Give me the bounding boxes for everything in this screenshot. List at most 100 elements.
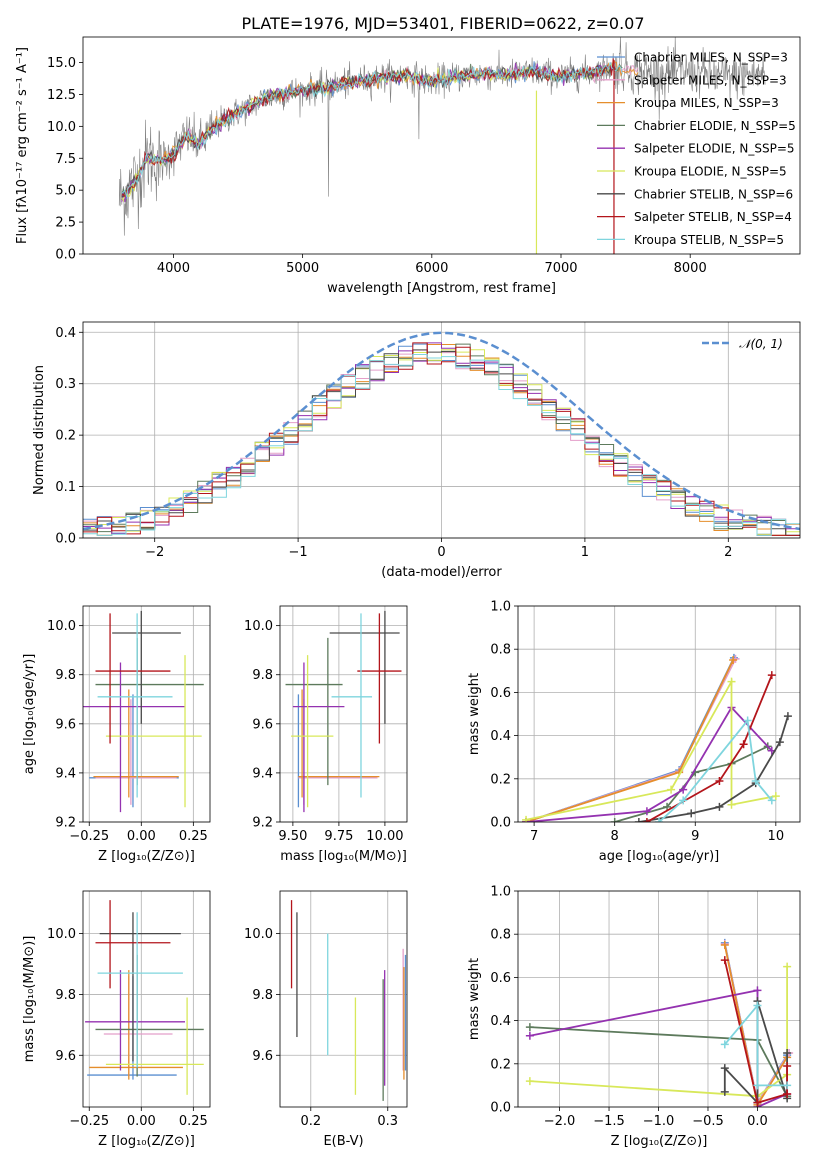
series-marker: [642, 818, 651, 822]
legend-label: Salpeter ELODIE, N_SSP=5: [634, 142, 795, 156]
series-marker: [715, 776, 724, 785]
x-tick-label: 0.25: [179, 1114, 208, 1129]
series-marker: [783, 712, 792, 721]
x-tick-label: −0.5: [692, 1114, 724, 1129]
x-tick-label: 0.3: [377, 1114, 398, 1129]
axes-frame: [82, 890, 211, 1108]
series-marker: [783, 1081, 792, 1090]
legend-label: Kroupa ELODIE, N_SSP=5: [634, 165, 787, 179]
model-line-7: [121, 58, 616, 198]
axes-frame: [82, 605, 211, 823]
series-marker: [687, 809, 696, 818]
plot-data: [83, 331, 800, 536]
series-marker: [753, 1001, 762, 1010]
panel-age_vs_Z: −0.25 0.00 0.25 9.2 9.4 9.6 9.8 10.0 Z [log₁₀(Z/…: [22, 605, 211, 864]
y-tick-label: 0.8: [490, 643, 511, 658]
series-marker: [720, 941, 729, 949]
series-marker: [525, 1031, 534, 1040]
plot-area: [280, 891, 407, 1107]
legend-label: Salpeter STELIB, N_SSP=4: [634, 210, 792, 224]
series-line-8: [724, 1003, 788, 1087]
series-marker: [775, 738, 784, 747]
series-marker: [753, 986, 762, 995]
series-marker: [783, 1090, 792, 1099]
series-marker: [727, 677, 736, 686]
y-axis-label: Flux [fλ10⁻¹⁷ erg cm⁻² s⁻¹ A⁻¹]: [15, 47, 30, 244]
errorbar-point: [95, 613, 171, 744]
y-tick-label: 9.4: [55, 766, 76, 781]
errorbar-point: [285, 637, 343, 786]
y-tick-label: 9.8: [252, 668, 273, 683]
x-tick-label: 1: [581, 545, 589, 560]
x-tick-label: 0: [437, 545, 445, 560]
series-marker: [751, 776, 760, 785]
y-tick-label: 0.8: [490, 928, 511, 943]
x-tick-label: −0.25: [69, 1114, 109, 1129]
y-tick-label: 10.0: [47, 927, 76, 942]
x-tick-label: −2.0: [544, 1114, 576, 1129]
x-axis-label: age [log₁₀(age/yr)]: [599, 849, 720, 864]
errorbar-point: [292, 662, 345, 813]
normal-curve: [83, 331, 800, 531]
panel-weight_vs_age: 7 8 9 10 0.0 0.2 0.4 0.6 0.8 1.0 age [log₁₀(age/yr…: [467, 600, 801, 864]
x-tick-label: −2: [145, 545, 164, 560]
series-marker: [525, 1023, 534, 1032]
errorbar-point: [331, 613, 373, 798]
x-tick-label: 0.00: [127, 829, 156, 844]
x-axis-label: wavelength [Angstrom, rest frame]: [327, 281, 556, 296]
x-tick-label: 5000: [286, 261, 319, 276]
y-tick-label: 0.4: [490, 729, 511, 744]
y-axis-label: mass weight: [467, 958, 482, 1040]
axes-frame: [82, 36, 801, 255]
plot-data: [525, 938, 794, 1107]
y-tick-label: 9.8: [55, 988, 76, 1003]
series-marker: [753, 1098, 762, 1107]
x-tick-label: 8000: [674, 261, 707, 276]
panel-age_vs_mass: 9.50 9.75 10.00 9.2 9.4 9.6 9.8 10.0 mass [log₁₀…: [244, 605, 408, 864]
y-tick-label: 9.2: [55, 816, 76, 831]
y-tick-label: 9.2: [252, 816, 273, 831]
y-tick-label: 9.6: [55, 1049, 76, 1064]
errorbar-point: [105, 997, 204, 1095]
y-tick-label: 15.0: [47, 56, 76, 71]
model-line-8: [121, 62, 623, 197]
series-marker: [727, 800, 736, 809]
y-tick-label: 0.0: [55, 532, 76, 547]
plot-area: [83, 891, 210, 1107]
y-tick-label: 5.0: [55, 184, 76, 199]
series-marker: [525, 1077, 534, 1086]
y-tick-label: 0.4: [55, 326, 76, 341]
errorbar-point: [97, 912, 183, 1068]
y-tick-label: 0.2: [490, 1057, 511, 1072]
series-marker: [767, 796, 776, 805]
x-tick-label: 7000: [544, 261, 577, 276]
y-tick-label: 0.0: [490, 816, 511, 831]
x-tick-label: 0.0: [747, 1114, 768, 1129]
figure-title: PLATE=1976, MJD=53401, FIBERID=0622, z=0…: [241, 14, 644, 33]
series-marker: [739, 740, 748, 749]
x-axis-label: mass [log₁₀(M/M⊙)]: [280, 849, 407, 864]
errorbar-point: [298, 689, 380, 798]
y-tick-label: 9.6: [252, 717, 273, 732]
plot-data: [118, 37, 766, 254]
plot-data: [83, 610, 204, 813]
series-marker: [767, 671, 776, 680]
errorbar-point: [291, 655, 334, 808]
axes-frame: [517, 605, 801, 823]
x-tick-label: 9: [691, 829, 699, 844]
series-marker: [679, 796, 688, 805]
y-tick-label: 10.0: [244, 619, 273, 634]
grid: [280, 891, 407, 1107]
plot-area: [518, 891, 800, 1107]
panel-mass_vs_Z: −0.25 0.00 0.25 9.6 9.8 10.0 Z [log₁₀(Z/Z⊙)] ma…: [22, 890, 211, 1149]
series-line-7: [723, 959, 788, 1104]
histogram-step-8: [83, 354, 800, 536]
series-line-6: [638, 715, 789, 822]
plot-data: [285, 610, 402, 813]
x-tick-label: 10.00: [366, 829, 403, 844]
y-tick-label: 0.6: [490, 686, 511, 701]
series-marker: [720, 1087, 729, 1096]
x-tick-label: 7: [530, 829, 538, 844]
x-axis-label: Z [log₁₀(Z/Z⊙)]: [611, 1134, 708, 1149]
